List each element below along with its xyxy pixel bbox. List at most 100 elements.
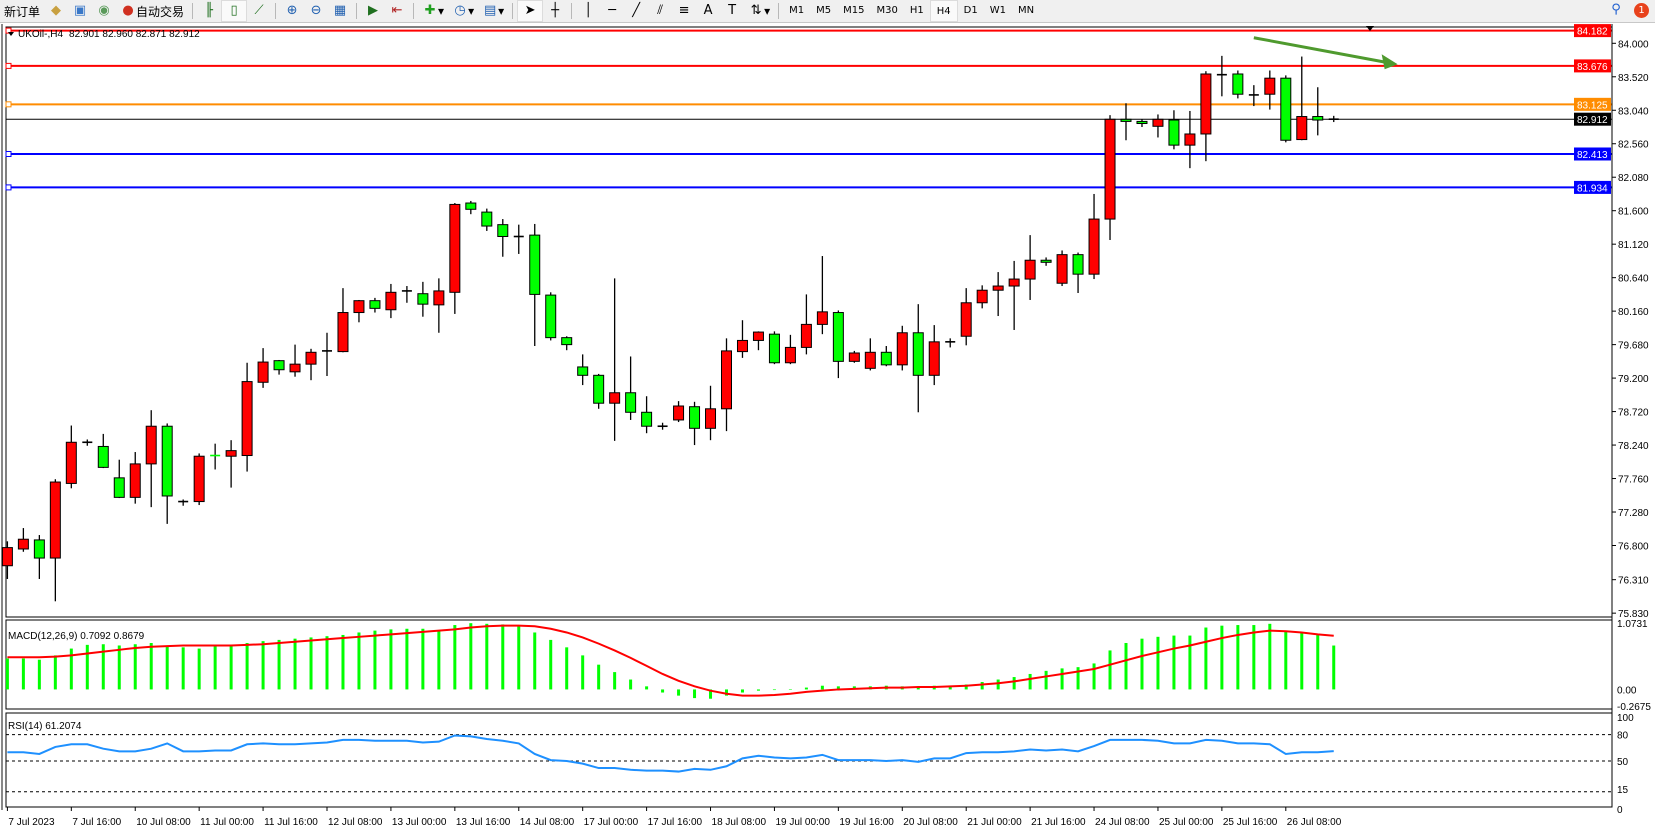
price-tick-label: 75.830 <box>1618 609 1649 620</box>
price-tick-label: 78.720 <box>1618 408 1649 419</box>
timeframe-w1[interactable]: W1 <box>989 4 1006 16</box>
signals-button[interactable]: ◉ <box>92 1 116 21</box>
macd-histogram-bar <box>756 689 760 691</box>
timeframe-m1[interactable]: M1 <box>789 4 805 16</box>
text-icon: A <box>703 3 713 18</box>
candle-body <box>641 411 653 427</box>
indicators-button[interactable]: ✚ ▾ <box>418 1 448 21</box>
arrows-button[interactable]: ⇅ ▾ <box>744 1 774 21</box>
auto-trading-button[interactable]: ● 自动交易 <box>116 1 188 21</box>
candle <box>481 208 493 231</box>
candle-body <box>816 311 828 325</box>
candle-body <box>1008 278 1020 287</box>
candle-body <box>1024 259 1036 280</box>
text-label-button[interactable]: T <box>720 1 744 21</box>
separator <box>778 3 780 19</box>
candle-body <box>673 405 685 421</box>
candle <box>1136 119 1148 127</box>
macd-histogram-bar <box>1172 635 1176 690</box>
chart-header: UKOil-,H4 82.901 82.960 82.871 82.912 <box>8 29 200 40</box>
price-tick-label: 84.000 <box>1618 39 1649 50</box>
separator <box>571 3 573 19</box>
macd-histogram-bar <box>613 672 617 690</box>
candle-body <box>337 312 349 353</box>
price-tick-label: 77.280 <box>1618 508 1649 519</box>
candle <box>113 459 125 499</box>
rsi-line <box>7 734 1334 773</box>
candle <box>976 285 988 309</box>
rsi-axis-label: 0 <box>1617 805 1623 816</box>
chart-ohlc: 82.901 82.960 82.871 82.912 <box>69 29 200 40</box>
candle <box>193 453 205 506</box>
line-chart-button[interactable]: ⟋ <box>247 1 271 21</box>
bar-chart-button[interactable]: ╟ <box>197 1 221 21</box>
candle-body <box>752 331 764 341</box>
macd-histogram-bar <box>1124 643 1128 690</box>
candle-body <box>241 381 253 457</box>
rsi-axis-label: 100 <box>1617 713 1634 724</box>
new-order-button[interactable]: 新订单 <box>4 4 41 19</box>
timeframe-h4[interactable]: H4 <box>929 0 958 22</box>
search-icon[interactable]: ⚲ <box>1611 2 1621 17</box>
toolbar-right: ⚲ 1 <box>1608 2 1649 18</box>
candle-body <box>369 300 381 309</box>
timeframe-m5[interactable]: M5 <box>816 4 832 16</box>
macd-histogram-bar <box>597 664 601 690</box>
chart-shift-button[interactable]: ⇤ <box>385 1 409 21</box>
text-button[interactable]: A <box>696 1 720 21</box>
timeframe-h1[interactable]: H1 <box>909 4 924 16</box>
macd-histogram-bar <box>980 682 984 690</box>
time-tick-label: 17 Jul 16:00 <box>648 817 703 828</box>
chart-window[interactable]: 84.000 83.520 83.040 82.560 82.080 81.600 81.1… <box>0 24 1655 832</box>
time-tick-label: 21 Jul 00:00 <box>967 817 1022 828</box>
notifications-button[interactable]: 1 <box>1634 2 1649 18</box>
time-tick-label: 25 Jul 00:00 <box>1159 817 1214 828</box>
time-tick-label: 19 Jul 16:00 <box>839 817 894 828</box>
macd-histogram-bar <box>964 684 968 690</box>
timeframe-m15[interactable]: M15 <box>843 4 865 16</box>
crosshair-button[interactable]: ┼ <box>543 1 567 21</box>
trendline-icon: ╱ <box>632 3 641 18</box>
macd-histogram-bar <box>661 689 665 693</box>
candle-body <box>193 455 205 503</box>
fibo-lines-button[interactable]: ≡ <box>672 1 696 21</box>
templates-button[interactable]: ▤ ▾ <box>483 3 505 18</box>
candle <box>337 288 349 353</box>
candle <box>912 304 924 413</box>
candle-body <box>848 352 860 362</box>
candle <box>497 219 509 257</box>
zoom-in-button[interactable]: ⊕ <box>280 1 304 21</box>
candlestick-button[interactable]: ▯ <box>221 0 248 22</box>
timeframe-mn[interactable]: MN <box>1017 4 1035 16</box>
tile-windows-button[interactable]: ▦ <box>328 1 352 21</box>
tile-windows-icon: ▦ <box>333 3 347 18</box>
market-watch-button[interactable]: ▣ <box>68 1 92 21</box>
zoom-out-button[interactable]: ⊖ <box>304 1 328 21</box>
cursor-button[interactable]: ➤ <box>517 0 544 22</box>
price-level-tag <box>1574 59 1611 73</box>
vertical-line-button[interactable]: │ <box>576 1 600 21</box>
market-watch-icon: ▣ <box>73 3 87 18</box>
candle-body <box>417 293 429 305</box>
candle <box>225 440 237 488</box>
horizontal-line-button[interactable]: ─ <box>600 1 624 21</box>
macd-histogram-bar <box>37 659 41 690</box>
price-tick-label: 80.160 <box>1618 307 1649 318</box>
candle <box>1296 56 1308 141</box>
timeframe-m30[interactable]: M30 <box>876 4 898 16</box>
price-tick-label: 78.240 <box>1618 441 1649 452</box>
candle <box>1 541 13 579</box>
time-tick-label: 18 Jul 08:00 <box>712 817 767 828</box>
fibonacci-button[interactable]: ⫽ <box>648 1 672 21</box>
auto-scroll-button[interactable]: ▶ <box>361 1 385 21</box>
history-center-button[interactable]: ◆ <box>44 1 68 21</box>
separator <box>356 3 358 19</box>
price-tick-label: 82.560 <box>1618 140 1649 151</box>
timeframe-d1[interactable]: D1 <box>963 4 978 16</box>
trendline-button[interactable]: ╱ <box>624 1 648 21</box>
candle-body <box>736 339 748 353</box>
auto-trading-label: 自动交易 <box>136 4 185 19</box>
periods-button[interactable]: ◷ ▾ <box>448 1 478 21</box>
candle-body <box>880 351 892 366</box>
candle-body <box>1088 218 1100 275</box>
